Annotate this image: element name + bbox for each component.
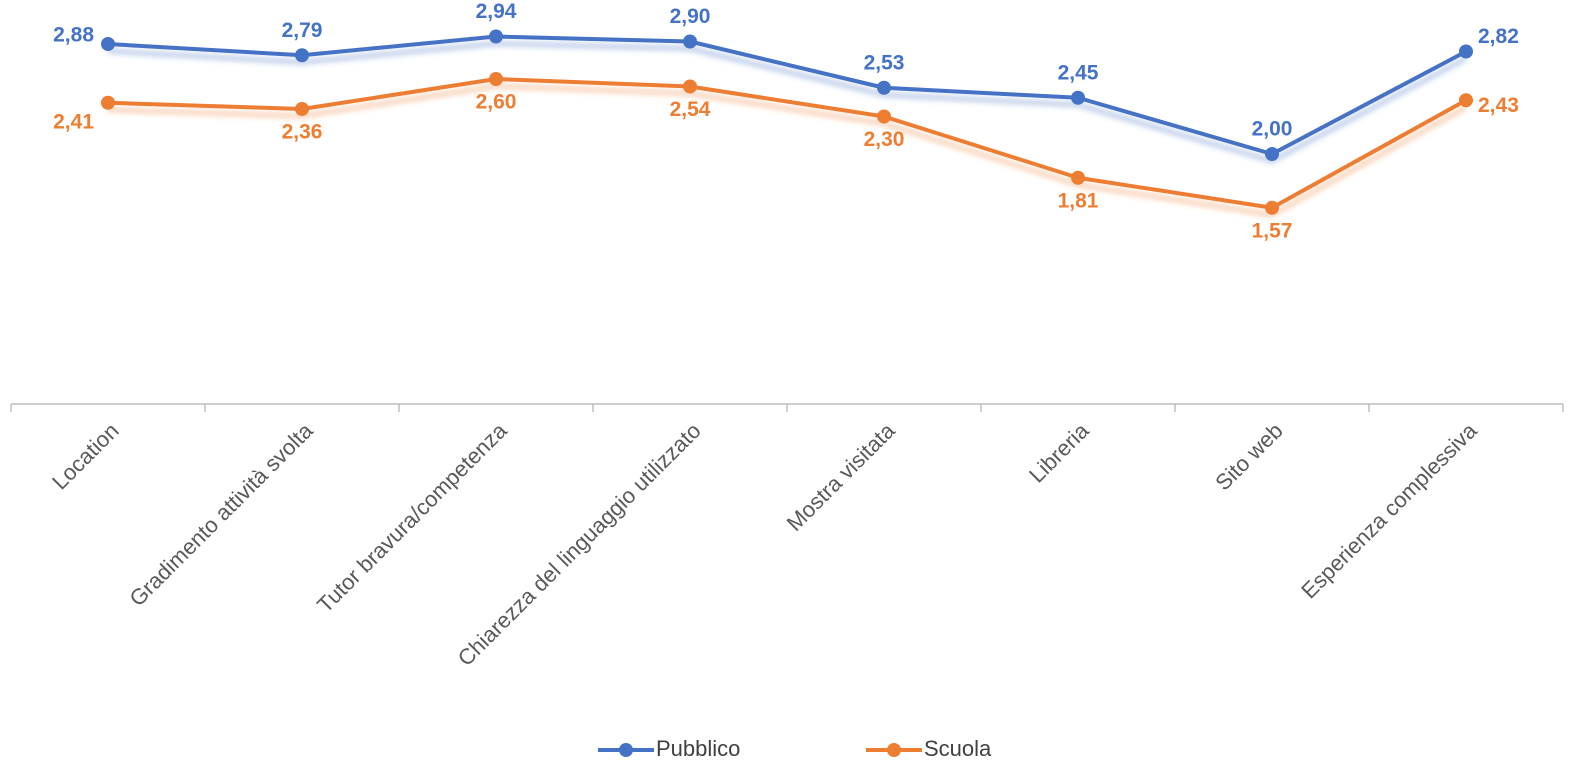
data-label: 2,88 (53, 24, 94, 47)
x-tick-label: Tutor bravura/competenza (312, 417, 512, 617)
data-label: 2,41 (53, 110, 94, 133)
data-point (1459, 44, 1473, 59)
data-label: 2,45 (1058, 61, 1099, 84)
data-point (1459, 93, 1473, 108)
x-tick-label: Mostra visitata (782, 417, 900, 535)
data-label: 2,60 (476, 91, 517, 114)
data-label: 1,57 (1252, 219, 1293, 242)
data-point (489, 29, 503, 44)
data-point (1071, 170, 1085, 185)
legend-label: Pubblico (656, 736, 740, 761)
x-tick-label: Sito web (1210, 418, 1287, 495)
data-point (101, 37, 115, 51)
data-point (1265, 200, 1279, 215)
legend-label: Scuola (924, 736, 992, 761)
series-line (107, 34, 1467, 156)
data-point (295, 48, 309, 63)
legend-marker (887, 743, 901, 757)
x-tick-label: Libreria (1024, 417, 1094, 487)
data-label: 2,54 (670, 98, 711, 121)
series-line (107, 77, 1467, 210)
data-label: 2,82 (1478, 25, 1519, 48)
legend-marker (619, 743, 633, 757)
data-label: 2,90 (670, 5, 711, 28)
data-point (683, 34, 697, 49)
x-tick-label: Location (47, 418, 124, 495)
data-label: 2,79 (282, 19, 323, 42)
data-point (1265, 147, 1279, 161)
data-point (101, 95, 115, 110)
data-label: 2,36 (282, 121, 323, 144)
data-label: 2,94 (476, 0, 517, 23)
data-point (877, 109, 891, 124)
data-point (877, 80, 891, 95)
data-label: 2,30 (864, 128, 905, 151)
x-tick-label: Esperienza complessiva (1296, 417, 1482, 603)
data-point (683, 79, 697, 94)
data-point (489, 72, 503, 86)
data-label: 2,00 (1252, 118, 1293, 141)
data-label: 2,43 (1478, 94, 1519, 117)
data-label: 1,81 (1058, 189, 1099, 212)
data-point (295, 102, 309, 116)
data-label: 2,53 (864, 51, 905, 74)
x-tick-label: Gradimento attività svolta (124, 417, 318, 611)
data-point (1071, 90, 1085, 105)
